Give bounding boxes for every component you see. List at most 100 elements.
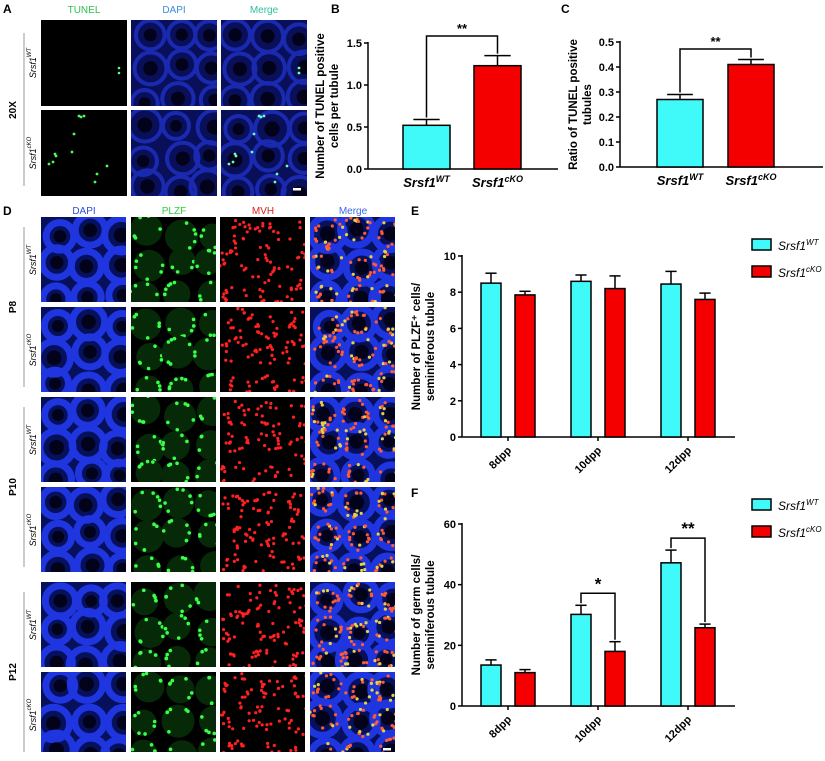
tubule-ring xyxy=(103,517,126,555)
mvh-cell xyxy=(386,244,390,249)
mvh-cell xyxy=(272,433,276,437)
tubule-lumen xyxy=(116,715,126,730)
mvh-cell xyxy=(392,606,395,610)
mvh-cell xyxy=(353,330,357,334)
microscopy-image-merge xyxy=(310,217,395,306)
plzf-cell xyxy=(132,234,137,239)
tubule-ring xyxy=(160,81,196,106)
mvh-cell xyxy=(346,745,350,749)
mvh-cell xyxy=(381,729,386,733)
tubule-lumen xyxy=(114,257,126,273)
tubule-ring xyxy=(340,457,376,482)
mvh-cell xyxy=(349,260,353,265)
mvh-cell xyxy=(331,724,335,728)
mvh-cell xyxy=(233,225,237,229)
mvh-cell xyxy=(403,314,406,317)
plzf-cell xyxy=(151,460,155,464)
tubule-ring xyxy=(68,607,107,646)
mvh-cell xyxy=(238,610,242,614)
mvh-cell xyxy=(226,633,230,637)
mvh-cell xyxy=(226,502,230,506)
mvh-cell xyxy=(349,314,353,318)
mvh-cell xyxy=(232,530,236,534)
plzf-cell xyxy=(204,728,209,733)
mvh-cell xyxy=(383,492,387,496)
mvh-cell xyxy=(234,610,238,614)
panel-letter-f: F xyxy=(411,486,418,500)
mvh-cell xyxy=(246,441,250,445)
plzf-cell xyxy=(199,636,204,641)
mvh-cell xyxy=(272,638,276,642)
tubule-ring xyxy=(131,88,160,106)
tubule-ring xyxy=(41,282,73,302)
mvh-cell xyxy=(328,361,332,365)
mvh-cell xyxy=(306,452,309,455)
mvh-cell xyxy=(254,654,258,658)
tubule-lumen xyxy=(349,222,364,237)
mvh-cell xyxy=(248,592,252,596)
mvh-cell xyxy=(335,537,340,541)
mvh-cell xyxy=(311,691,315,695)
mvh-cell xyxy=(341,407,346,411)
x-tick-label: Srsf1WT xyxy=(657,172,705,188)
y-tick-label: 4 xyxy=(450,360,457,372)
mvh-cell xyxy=(386,327,391,331)
mvh-cell xyxy=(222,478,226,482)
mvh-cell xyxy=(240,695,244,699)
mvh-cell xyxy=(317,491,321,495)
tubule-lumen xyxy=(113,469,126,482)
mvh-cell xyxy=(380,726,384,730)
row-label-wt: Srsf1WT xyxy=(27,243,38,275)
mvh-cell xyxy=(223,261,227,265)
mvh-cell xyxy=(289,310,294,314)
mvh-cell xyxy=(374,320,378,324)
mvh-cell xyxy=(316,303,319,306)
mvh-cell xyxy=(287,726,291,730)
mvh-cell xyxy=(377,376,381,381)
mvh-cell xyxy=(232,234,236,238)
mvh-cell xyxy=(292,684,297,688)
mvh-cell xyxy=(315,601,320,605)
mvh-cell xyxy=(274,593,279,597)
plzf-cell xyxy=(169,518,174,523)
image-content xyxy=(117,66,121,75)
mvh-cell xyxy=(391,364,395,368)
mvh-cell xyxy=(377,388,381,392)
mvh-cell xyxy=(329,747,333,751)
tubule-ring xyxy=(369,552,395,572)
panel-letter-a: A xyxy=(3,2,12,16)
scale-bar xyxy=(293,188,301,191)
mvh-cell xyxy=(359,622,363,627)
mvh-cell xyxy=(348,576,351,579)
mvh-cell xyxy=(297,424,302,428)
mvh-cell xyxy=(270,549,274,554)
image-content xyxy=(310,582,395,667)
mvh-cell xyxy=(300,435,304,440)
mvh-cell xyxy=(261,576,264,579)
mvh-cell xyxy=(248,666,252,667)
mvh-cell xyxy=(274,492,278,497)
tubule-ring xyxy=(41,366,72,392)
mvh-cell xyxy=(393,222,395,226)
mvh-cell xyxy=(276,446,280,450)
mvh-cell xyxy=(320,427,324,432)
tubule-ring xyxy=(338,735,377,752)
mvh-cell xyxy=(272,693,276,697)
mvh-cell xyxy=(387,664,392,667)
tubule-lumen xyxy=(264,183,278,196)
mvh-cell xyxy=(326,742,330,746)
image-content xyxy=(221,110,307,196)
mvh-cell xyxy=(363,524,368,528)
mvh-cell xyxy=(331,339,335,343)
tubule-lumen xyxy=(116,623,126,640)
tubule-lumen xyxy=(170,120,182,132)
x-tick-label: 12dpp xyxy=(663,444,695,476)
mvh-cell xyxy=(328,546,333,550)
plzf-cell xyxy=(184,221,189,225)
tubule-lumen xyxy=(117,407,126,422)
tubule-lumen xyxy=(382,493,395,507)
tubule xyxy=(198,310,216,338)
mvh-cell xyxy=(262,691,266,695)
mvh-cell xyxy=(226,716,230,720)
